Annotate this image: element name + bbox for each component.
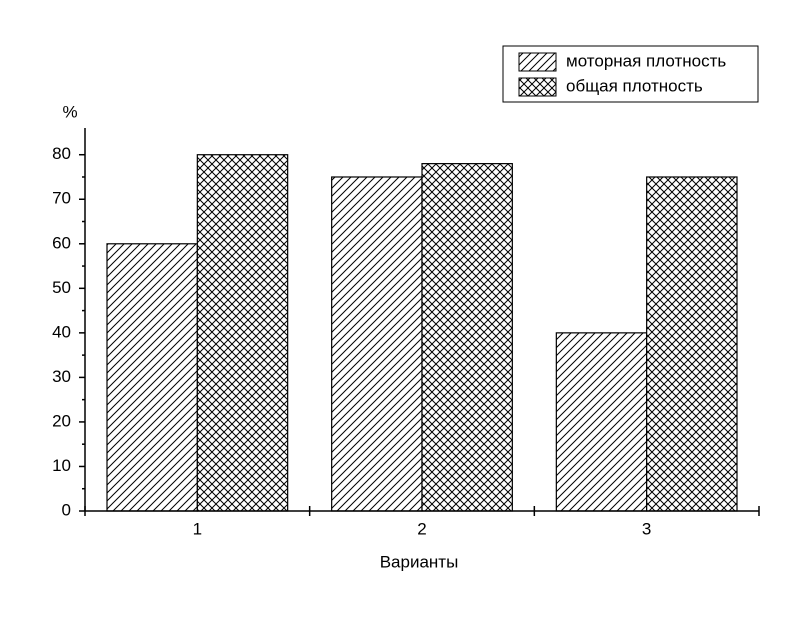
x-tick-label: 1	[193, 519, 202, 538]
y-tick-label: 50	[52, 278, 71, 297]
x-axis-label: Варианты	[380, 552, 459, 571]
bar	[555, 332, 648, 512]
y-tick-label: 80	[52, 144, 71, 163]
y-tick-label: 70	[52, 189, 71, 208]
y-tick-label: 20	[52, 411, 71, 430]
y-tick-label: 30	[52, 367, 71, 386]
bar	[331, 176, 423, 512]
bar	[421, 163, 513, 512]
y-tick-label: 60	[52, 233, 71, 252]
legend-swatch	[518, 77, 557, 97]
legend-swatch	[518, 52, 557, 72]
y-axis-label: %	[62, 102, 77, 121]
bar	[646, 176, 738, 512]
bar	[106, 243, 198, 512]
legend-label: моторная плотность	[566, 51, 726, 70]
x-tick-label: 2	[417, 519, 426, 538]
y-tick-label: 10	[52, 456, 71, 475]
x-tick-label: 3	[642, 519, 651, 538]
y-tick-label: 40	[52, 322, 71, 341]
legend-label: общая плотность	[566, 76, 703, 95]
y-tick-label: 0	[62, 500, 71, 519]
bar	[196, 154, 289, 512]
